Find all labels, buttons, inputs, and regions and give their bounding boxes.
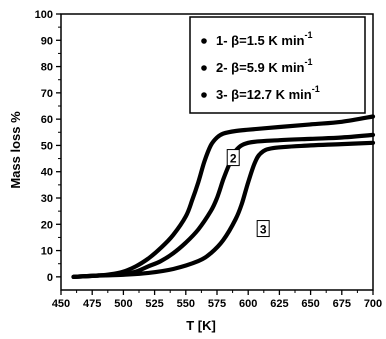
y-tick-label: 80	[41, 62, 53, 74]
legend-marker	[201, 92, 207, 98]
y-tick-label: 50	[41, 140, 53, 152]
curve-tag-box	[226, 149, 240, 167]
legend-marker	[201, 65, 207, 71]
curve-tag-box	[256, 220, 270, 238]
x-tick-label: 675	[333, 298, 351, 310]
curve-tag-3: 3	[256, 220, 270, 238]
y-tick-label: 40	[41, 167, 53, 179]
y-tick-label: 90	[41, 35, 53, 47]
x-tick-label: 500	[114, 298, 132, 310]
x-tick-label: 550	[177, 298, 195, 310]
x-tick-label: 525	[145, 298, 163, 310]
legend-superscript: -1	[305, 30, 313, 40]
legend-box	[189, 16, 366, 114]
x-tick-label: 475	[83, 298, 101, 310]
x-tick-label: 650	[301, 298, 319, 310]
x-tick-label: 600	[239, 298, 257, 310]
legend-label: 2- β=5.9 K min-1	[216, 57, 313, 75]
x-tick-label: 450	[52, 298, 70, 310]
curve-series-2	[71, 132, 376, 279]
curve-tag-2: 2	[226, 149, 240, 167]
legend: 1- β=1.5 K min-1 2- β=5.9 K min-1 3- β=12.…	[189, 16, 366, 114]
y-tick-label: 30	[41, 193, 53, 205]
legend-item-3: 3- β=12.7 K min-1	[201, 84, 320, 102]
curve-tag-label: 2	[230, 152, 237, 166]
legend-superscript: -1	[305, 57, 313, 67]
x-tick-label: 625	[270, 298, 288, 310]
y-tick-label: 20	[41, 219, 53, 231]
y-axis-title: Mass loss %	[8, 111, 23, 189]
legend-label: 3- β=12.7 K min-1	[216, 84, 320, 102]
curve-tag-label: 3	[260, 223, 267, 237]
y-tick-label: 100	[35, 9, 53, 21]
axis-ticks: 450 475 500 525 550 575 600 625 650 675 700 0 10 20 30…	[35, 9, 383, 310]
legend-item-1: 1- β=1.5 K min-1	[201, 30, 313, 48]
y-tick-label: 70	[41, 88, 53, 100]
legend-label: 1- β=1.5 K min-1	[216, 30, 313, 48]
legend-marker	[201, 38, 207, 44]
legend-item-2: 2- β=5.9 K min-1	[201, 57, 313, 75]
y-tick-label: 10	[41, 246, 53, 258]
curve-series-1	[71, 114, 376, 279]
x-tick-label: 575	[208, 298, 226, 310]
x-tick-label: 700	[364, 298, 382, 310]
y-tick-label: 60	[41, 114, 53, 126]
legend-superscript: -1	[312, 84, 320, 94]
y-tick-label: 0	[47, 272, 53, 284]
curves	[71, 114, 376, 279]
x-axis-title: T [K]	[186, 318, 216, 333]
curve-series-3	[71, 140, 376, 279]
